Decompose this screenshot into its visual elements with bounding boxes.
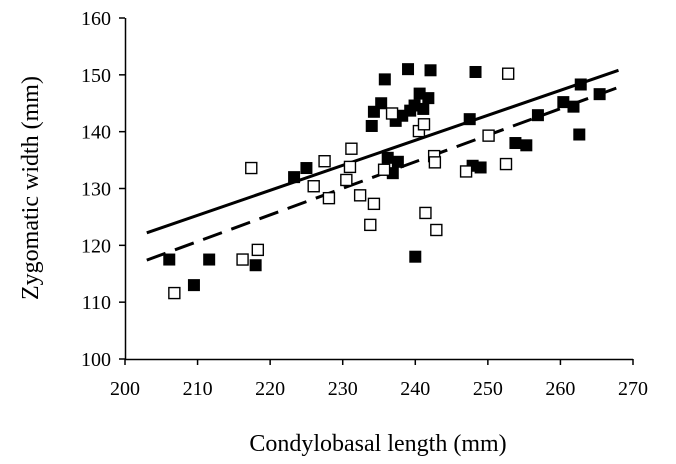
filled-square-point	[365, 119, 378, 132]
y-tick-label: 130	[81, 179, 111, 201]
y-tick-label: 100	[81, 349, 111, 371]
open-square-point	[236, 253, 249, 266]
y-tick-label: 110	[82, 292, 111, 314]
y-tick-label: 140	[81, 122, 111, 144]
filled-square-point	[557, 96, 570, 109]
open-square-point	[482, 129, 495, 142]
open-square-point	[343, 160, 357, 174]
filled-square-point	[593, 88, 606, 101]
x-ticks: 200 210 220 230 240 250 260 270	[110, 359, 648, 400]
y-ticks: 100 110 120 130 140 150 160	[81, 8, 125, 371]
x-tick-label: 200	[110, 378, 140, 400]
x-axis-title: Condylobasal length (mm)	[249, 431, 506, 457]
x-tick-label: 220	[255, 378, 285, 400]
filled-square-point	[509, 137, 522, 150]
filled-square-point	[288, 171, 301, 184]
solid-regression-line	[146, 68, 619, 235]
x-tick-label: 270	[618, 378, 648, 400]
open-square-point	[168, 286, 181, 300]
filled-square-point	[474, 161, 487, 174]
y-tick-label: 160	[81, 8, 111, 30]
open-square-point	[385, 107, 399, 120]
open-square-point	[430, 223, 443, 237]
open-square-point	[245, 161, 258, 175]
filled-square-point	[409, 250, 422, 263]
x-tick-label: 240	[400, 378, 430, 400]
filled-square-point	[573, 128, 586, 141]
filled-square-point	[203, 253, 216, 266]
open-square-point	[322, 191, 336, 205]
x-tick-label: 250	[473, 378, 503, 400]
open-square-point	[353, 189, 367, 202]
filled-square-point	[567, 100, 580, 113]
open-square-point	[377, 163, 391, 176]
filled-square-point	[375, 97, 388, 110]
y-axis-title: Zygomatic width (mm)	[18, 76, 44, 300]
open-square-point	[428, 156, 442, 169]
x-tick-label: 260	[545, 378, 575, 400]
open-square-point	[251, 243, 265, 257]
open-square-point	[367, 197, 381, 211]
open-square-point	[417, 118, 431, 131]
filled-square-point	[402, 63, 415, 76]
open-square-point	[318, 155, 331, 168]
y-tick-label: 150	[81, 65, 111, 87]
filled-square-point	[463, 113, 476, 126]
filled-square-point	[378, 73, 391, 86]
open-square-point	[419, 206, 432, 220]
x-tick-label: 230	[328, 378, 358, 400]
filled-square-point	[469, 65, 482, 78]
filled-square-point	[574, 78, 587, 91]
filled-square-point	[531, 109, 544, 122]
filled-square-point	[187, 279, 200, 292]
filled-square-point	[381, 151, 394, 164]
filled-square-point	[417, 102, 430, 115]
open-square-point	[499, 157, 513, 171]
open-square-point	[459, 165, 473, 178]
filled-square-point	[422, 92, 435, 105]
open-square-point	[345, 142, 358, 155]
data-points	[163, 63, 606, 300]
filled-square-point	[424, 64, 437, 77]
filled-square-point	[249, 259, 262, 272]
filled-square-point	[163, 253, 176, 266]
filled-square-point	[367, 105, 380, 118]
open-square-point	[364, 218, 377, 232]
open-square-point	[501, 67, 515, 80]
open-square-point	[307, 180, 320, 193]
y-tick-label: 120	[81, 235, 111, 257]
filled-square-point	[300, 162, 313, 175]
filled-square-point	[391, 155, 404, 168]
filled-square-point	[520, 139, 533, 152]
open-square-point	[340, 173, 353, 187]
x-tick-label: 210	[183, 378, 213, 400]
